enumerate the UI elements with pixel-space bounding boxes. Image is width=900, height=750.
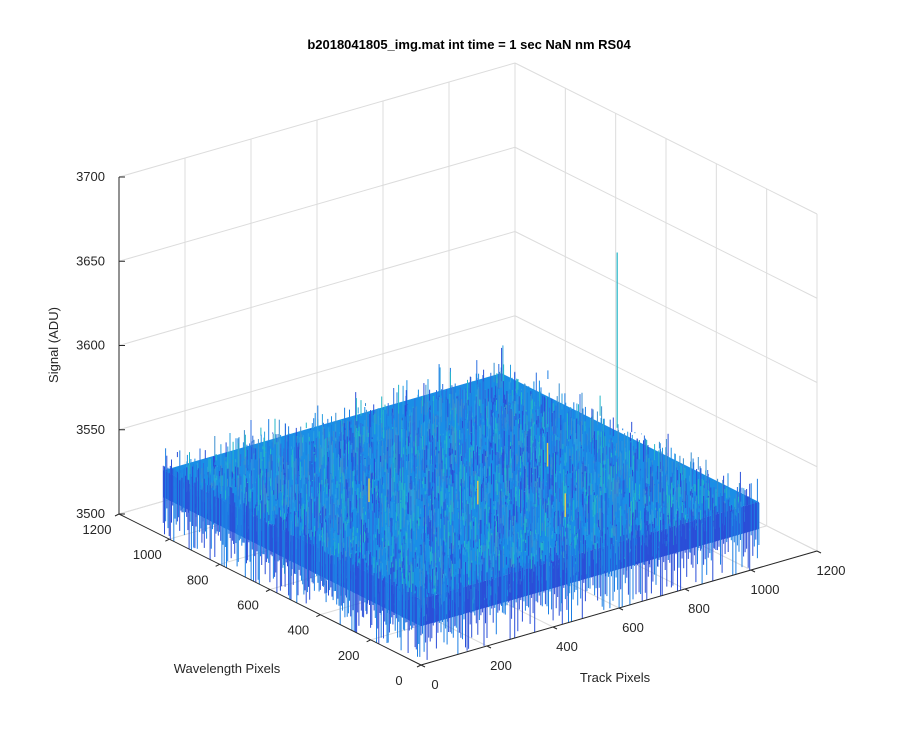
side-grid-z bbox=[514, 146, 818, 299]
chart-title: b2018041805_img.mat int time = 1 sec NaN… bbox=[307, 37, 631, 52]
side-grid-z bbox=[514, 315, 818, 468]
wall-grid-z bbox=[118, 62, 516, 178]
side-grid-z bbox=[514, 231, 818, 383]
side-grid-z bbox=[514, 62, 818, 215]
wall-grid-z bbox=[118, 315, 516, 431]
wall-grid-z bbox=[118, 231, 516, 346]
wall-grid-z bbox=[118, 146, 516, 262]
signal-surface bbox=[162, 252, 760, 660]
